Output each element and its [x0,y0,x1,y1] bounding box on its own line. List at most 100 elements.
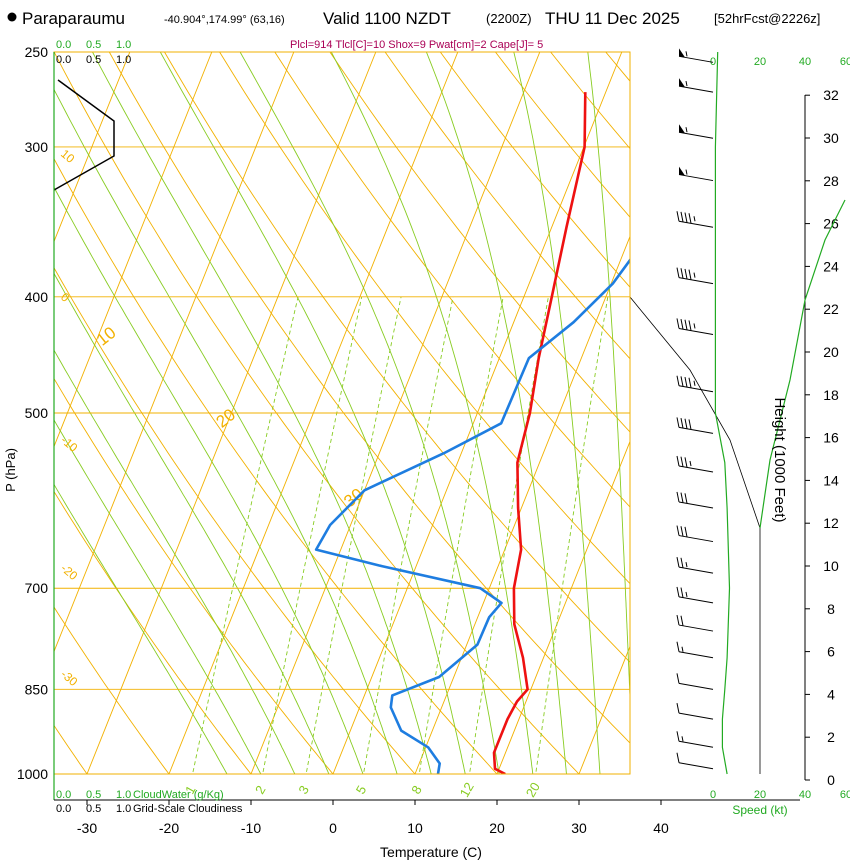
wind-speed-line [714,51,731,775]
wind-barb-half [685,591,688,598]
wind-barb [676,211,714,228]
moist-adiabat-line [239,52,500,774]
height-tick-label: 6 [827,644,835,660]
wind-barb-pennant [679,166,685,176]
wind-barb-staff [678,535,714,543]
wind-barb [676,375,714,393]
wind-barb [676,703,714,720]
wind-barb [678,48,714,63]
wind-barb-half [681,736,684,742]
speed-tick-label-bottom: 40 [799,789,811,801]
isotherm-line [661,52,850,774]
valid-date: THU 11 Dec 2025 [545,9,680,28]
wind-barb-half [685,169,688,175]
cloudwater-scale-bottom: 0.0 [56,789,71,801]
theta-left-label: -10 [58,433,81,455]
wind-barb-flag [680,587,684,598]
wind-barb-staff [678,277,714,285]
wind-barb-half [681,646,684,652]
wind-barb-staff [678,740,714,748]
cloudwater-scale-bottom: 1.0 [116,789,131,801]
x-tick-label: -20 [159,820,179,836]
cloudiness-scale-top: 1.0 [116,54,131,66]
cloudiness-profile [53,79,115,191]
wind-barb-staff [678,651,714,659]
surface-temperature-marker [502,775,509,782]
wind-barb-staff [678,465,714,473]
wind-barb-flag [684,212,688,223]
height-tick-label: 32 [823,87,839,103]
wind-barb-flag [680,319,684,330]
temperature-profile-line [492,92,587,774]
pressure-tick-label: 400 [25,289,49,305]
wind-barb-flag [676,211,680,222]
wind-barb-staff [678,55,714,63]
wind-barb-staff [678,762,714,770]
wind-barb-flag [676,375,680,386]
wind-barb-flag [684,268,688,280]
wind-barb-flag [676,614,680,626]
isotherm-line [743,52,850,774]
forecast-tag: [52hrFcst@2226z] [714,11,820,26]
wind-barb-flag [680,456,684,467]
dry-adiabat-line [329,52,630,433]
moist-adiabat-line [54,349,296,774]
x-tick-label: 40 [653,820,669,836]
wind-barb [678,124,714,139]
mixing-ratio-label: 3 [295,783,312,797]
mixing-ratio-line [305,296,402,774]
wind-barb-staff [678,426,714,434]
moist-adiabat-line [54,186,364,774]
wind-barb [676,525,714,543]
speed-tick-label-top: 20 [754,56,766,68]
cloudwater-scale-top: 0.0 [56,39,71,51]
moist-adiabat-line [54,419,262,774]
dry-adiabat-line [163,52,630,663]
isobar-grid [54,51,630,775]
height-tick-label: 8 [827,601,835,617]
moist-adiabat-grid [54,52,630,774]
height-axis-title: Height (1000 Feet) [771,397,788,522]
wind-barb-flag [680,492,684,503]
dry-adiabat-line [219,52,630,585]
wind-barb-flag [680,526,684,537]
mixing-ratio-label: 2 [252,783,269,797]
wind-barb [678,166,714,182]
cloudiness-line [53,79,115,191]
wind-barb-staff [678,501,714,509]
wind-barb-half [693,380,696,386]
pressure-tick-label: 300 [25,139,49,155]
wind-barb-flag [684,319,688,330]
pressure-tick-label: 700 [25,580,49,596]
dry-adiabat-line [494,52,630,218]
wind-barb-staff [678,596,714,604]
cloudiness-scale-top: 0.5 [86,54,101,66]
wind-barb-half [693,323,696,329]
isotherm-line [578,645,630,774]
wind-barb-flag [680,557,684,568]
height-curve-line [759,199,846,529]
station-name: Paraparaumu [22,9,125,28]
dry-adiabat-line [550,52,630,150]
height-tick-label: 10 [823,558,839,574]
cloudwater-scale-top: 1.0 [116,39,131,51]
dry-adiabat-line [54,724,88,774]
wind-barb-flag [680,376,684,387]
height-tick-label: 20 [823,344,839,360]
height-tick-label: 4 [827,686,835,702]
cloudwater-label: CloudWater (g/Kg) [133,789,224,801]
wind-barb [676,267,714,285]
dry-adiabat-line [54,157,498,774]
dry-adiabat-line [384,52,630,360]
header: Paraparaumu -40.904°,174.99° (63,16) Val… [7,9,820,51]
pressure-tick-label: 250 [25,44,49,60]
speed-tick-label-bottom: 60 [840,789,850,801]
wind-barb [676,586,714,604]
mixing-ratio-label: 8 [408,783,425,797]
wind-barb-half [685,127,688,133]
wind-barb-staff [678,131,714,139]
wind-barb [676,417,714,434]
wind-barb-staff [678,174,714,182]
wind-barb-staff [678,712,714,720]
